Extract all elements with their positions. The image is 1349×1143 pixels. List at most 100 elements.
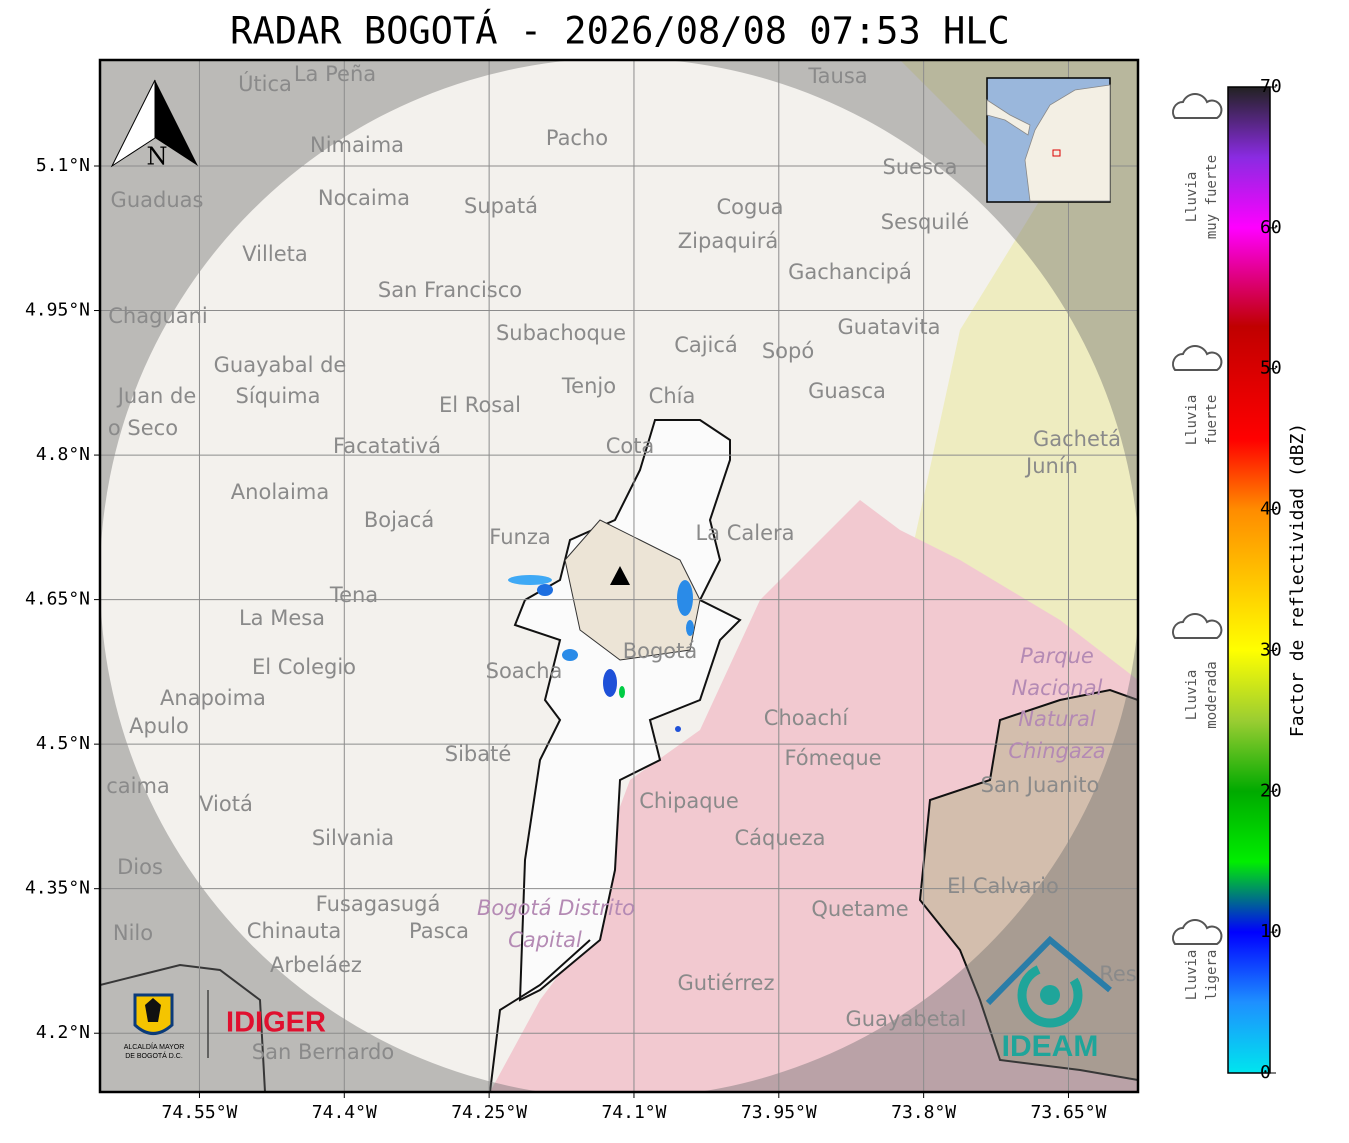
- place-label: Arbeláez: [270, 953, 362, 977]
- echo: [619, 686, 625, 698]
- place-label: Bojacá: [364, 508, 434, 532]
- y-tick-label: 4.95°N: [25, 300, 90, 321]
- place-label: Bogotá: [623, 639, 698, 663]
- place-label: Funza: [489, 525, 550, 549]
- echo: [537, 584, 553, 596]
- x-tick-label: 74.4°W: [312, 1102, 377, 1123]
- x-tick-label: 73.65°W: [1031, 1102, 1107, 1123]
- place-label: Síquima: [236, 384, 321, 408]
- rain-label: moderada: [1204, 661, 1220, 728]
- place-label: La Mesa: [239, 606, 325, 630]
- idiger-logo: IDIGER: [226, 1007, 326, 1039]
- place-label: Chinauta: [247, 919, 341, 943]
- cloud: [1172, 345, 1223, 371]
- place-label: Pasca: [409, 919, 469, 943]
- north-arrow-right: [155, 80, 198, 166]
- place-label: Sopó: [762, 339, 814, 363]
- map: Útica La Peña Tausa Pacho Nimaima Guaduas Noca…: [100, 60, 1138, 1092]
- rain-icon: [1172, 93, 1223, 119]
- place-label: Apulo: [129, 714, 189, 738]
- park-label: Capital: [508, 928, 582, 952]
- place-label: Nocaima: [318, 186, 410, 210]
- place-label: Villeta: [242, 242, 307, 266]
- ideam-logo: IDEAM: [985, 935, 1112, 1063]
- place-label: Res: [1099, 962, 1137, 986]
- place-label: Guaduas: [111, 188, 204, 212]
- place-label: Viotá: [199, 792, 253, 816]
- alcaldia-eagle: [145, 998, 161, 1022]
- place-label: Supatá: [464, 194, 538, 218]
- inset-locator: [1052, 149, 1061, 157]
- place-label: Chía: [649, 384, 696, 408]
- colorbar: [1227, 86, 1271, 1074]
- alcaldia-logo: ALCALDÍA MAYOR DE BOGOTÁ D.C. IDIGER: [124, 990, 326, 1060]
- colorbar-tick-label: 0: [1260, 1062, 1271, 1083]
- echo: [508, 575, 552, 585]
- colorbar-tick-label: 60: [1260, 217, 1282, 238]
- place-label: Chipaque: [639, 789, 739, 813]
- y-tick-label: 4.35°N: [25, 878, 90, 899]
- y-tick-label: 4.65°N: [25, 589, 90, 610]
- place-label: Cota: [606, 434, 655, 458]
- echo: [686, 620, 694, 636]
- colorbar-tick-label: 70: [1260, 76, 1282, 97]
- place-label: Guayabal de: [214, 353, 347, 377]
- place-label: Juan de: [116, 384, 197, 408]
- place-label: Cajicá: [674, 333, 738, 357]
- x-tick-label: 73.8°W: [891, 1102, 956, 1123]
- place-label: El Calvario: [947, 874, 1059, 898]
- colorbar-tick-label: 50: [1260, 358, 1282, 379]
- cloud: [1172, 919, 1223, 945]
- park-label: Chingaza: [1008, 739, 1105, 763]
- place-label: La Peña: [294, 62, 376, 86]
- rain-label: Lluvia: [1184, 395, 1200, 446]
- place-label: La Calera: [695, 521, 794, 545]
- place-label: Nilo: [113, 921, 153, 945]
- place-label: Guatavita: [838, 315, 941, 339]
- colorbar-tick-label: 20: [1260, 780, 1282, 801]
- alcaldia-text: ALCALDÍA MAYOR: [124, 1042, 185, 1051]
- rain-label: Lluvia: [1184, 670, 1200, 721]
- y-tick-label: 4.2°N: [36, 1022, 90, 1043]
- colorbar-tick-label: 30: [1260, 639, 1282, 660]
- place-label: Fusagasugá: [316, 892, 441, 916]
- colorbar-label: Factor de reflectividad (dBZ): [1287, 423, 1308, 737]
- rain-label: Lluvia: [1184, 172, 1200, 223]
- rain-icon: [1172, 919, 1223, 945]
- place-label: San Francisco: [378, 278, 522, 302]
- alcaldia-text: DE BOGOTÁ D.C.: [125, 1051, 183, 1060]
- park-label: Natural: [1018, 707, 1096, 731]
- place-label: El Colegio: [252, 655, 356, 679]
- rain-label: muy fuerte: [1204, 155, 1220, 239]
- place-label: Dios: [117, 855, 163, 879]
- rain-label: fuerte: [1204, 395, 1220, 446]
- place-label: Gachetá: [1033, 427, 1121, 451]
- ideam-roof: [985, 935, 1112, 1006]
- place-label: Sibaté: [445, 742, 512, 766]
- place-label: Tausa: [807, 64, 867, 88]
- echo: [675, 726, 681, 732]
- rain-icon: [1172, 345, 1223, 371]
- north-label: N: [147, 143, 168, 171]
- park-label: Parque: [1020, 644, 1094, 668]
- place-label: Guasca: [808, 379, 886, 403]
- place-label: Suesca: [883, 155, 958, 179]
- rain-label: ligera: [1204, 950, 1220, 1001]
- place-label: Nimaima: [310, 133, 404, 157]
- cloud: [1172, 93, 1223, 119]
- title: RADAR BOGOTÁ - 2026/08/08 07:53 HLC: [230, 9, 1010, 53]
- place-label: Quetame: [811, 897, 908, 921]
- place-label: Pacho: [546, 126, 608, 150]
- rain-label: Lluvia: [1184, 950, 1200, 1001]
- radar-site: [610, 566, 630, 585]
- x-tick-label: 73.95°W: [741, 1102, 817, 1123]
- place-label: Tenjo: [561, 374, 616, 398]
- place-label: caima: [106, 774, 170, 798]
- place-label: Tena: [329, 583, 378, 607]
- place-label: San Bernardo: [252, 1040, 394, 1064]
- park-region: [920, 690, 1138, 1080]
- y-tick-label: 4.8°N: [36, 444, 90, 465]
- north-arrow: N: [110, 79, 198, 171]
- echo: [677, 580, 693, 616]
